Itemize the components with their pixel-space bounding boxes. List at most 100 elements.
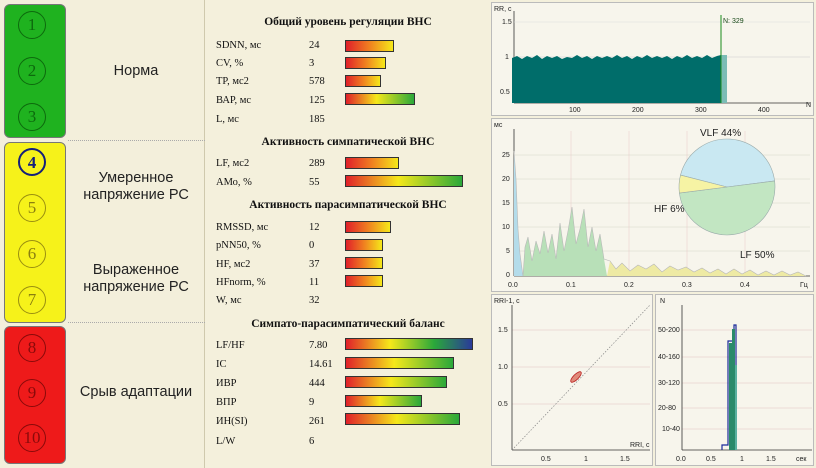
y-tick: 15 <box>502 200 510 207</box>
metric-bar <box>345 275 383 287</box>
x-tick: 1 <box>584 456 588 463</box>
cursor-label: N: 329 <box>723 18 744 25</box>
section-title: Активность парасимпатической ВНС <box>249 199 447 211</box>
metric-name: SDNN, мс <box>216 40 262 51</box>
metric-value: 37 <box>309 259 320 270</box>
metric-value: 3 <box>309 58 315 69</box>
y-tick: 30-120 <box>658 380 680 387</box>
y-tick: 25 <box>502 152 510 159</box>
pie-slice-hf <box>678 174 728 194</box>
vlf-band <box>514 151 523 276</box>
metric-name: АМо, % <box>216 177 252 188</box>
level-1-circle: 1 <box>18 11 46 39</box>
metric-bar <box>345 40 394 52</box>
x-axis-label: RRI, с <box>630 442 650 449</box>
metrics-panel: Общий уровень регуляции ВНС SDNN, мс 24 … <box>206 0 490 468</box>
metric-name: ВАР, мс <box>216 95 252 106</box>
metric-value: 24 <box>309 40 320 51</box>
y-tick: 0.5 <box>498 401 508 408</box>
metric-bar <box>345 175 463 187</box>
x-tick: 0.0 <box>508 282 518 289</box>
level-7-circle: 7 <box>18 286 46 314</box>
zone-label-expressed: Выраженное напряжение РС <box>83 262 189 295</box>
y-tick: 20-80 <box>658 405 676 412</box>
metric-name: L, мс <box>216 114 239 125</box>
zone-divider <box>68 322 205 323</box>
metric-name: LF/HF <box>216 340 245 351</box>
pie-label-vlf: VLF 44% <box>700 128 741 139</box>
identity-line <box>511 304 651 451</box>
y-tick: 10-40 <box>662 426 680 433</box>
x-tick: 1.5 <box>766 456 776 463</box>
metric-value: 7.80 <box>309 340 328 351</box>
lf-band <box>523 207 607 276</box>
metric-value: 185 <box>309 114 325 125</box>
level-4-circle: 4 <box>18 148 46 176</box>
y-tick: 10 <box>502 224 510 231</box>
metric-name: HFnorm, % <box>216 277 266 288</box>
metric-value: 14.61 <box>309 359 333 370</box>
level-6-circle: 6 <box>18 240 46 268</box>
metric-name: ИВР <box>216 378 237 389</box>
x-tick: 0.1 <box>566 282 576 289</box>
metric-name: W, мс <box>216 295 242 306</box>
metric-value: 0 <box>309 240 315 251</box>
x-tick: 200 <box>632 107 644 114</box>
metric-bar <box>345 75 381 87</box>
y-axis-label: RRI-1, с <box>494 298 520 305</box>
y-tick: 1.0 <box>498 364 508 371</box>
metric-bar <box>345 239 383 251</box>
metric-name: ИН(SI) <box>216 416 248 427</box>
metric-name: IC <box>216 359 227 370</box>
spectral-pie <box>678 138 776 236</box>
y-tick: 1.5 <box>498 327 508 334</box>
metric-bar <box>345 357 454 369</box>
histogram-bar <box>729 343 732 450</box>
histogram-bar <box>732 329 735 450</box>
pie-slice-vlf <box>680 138 775 188</box>
metric-bar <box>345 338 473 350</box>
scatterogram-svg: RRI-1, с 1.5 1.0 0.5 0.5 1 1.5 RRI, с <box>494 298 651 463</box>
x-axis-label: Гц <box>800 282 808 289</box>
x-tick: 100 <box>569 107 581 114</box>
y-tick: 20 <box>502 176 510 183</box>
x-tick: 300 <box>695 107 707 114</box>
metric-name: RMSSD, мс <box>216 222 269 233</box>
metric-value: 261 <box>309 416 325 427</box>
y-axis-label: RR, с <box>494 6 512 13</box>
metric-name: LF, мс2 <box>216 158 250 169</box>
pie-slice-lf <box>679 180 776 236</box>
pie-label-lf: LF 50% <box>740 250 775 261</box>
level-2-circle: 2 <box>18 57 46 85</box>
metric-value: 289 <box>309 158 325 169</box>
metric-value: 578 <box>309 76 325 87</box>
metric-name: pNN50, % <box>216 240 261 251</box>
metric-value: 125 <box>309 95 325 106</box>
metric-name: ВПР <box>216 397 237 408</box>
metric-value: 6 <box>309 436 315 447</box>
level-10-circle: 10 <box>18 424 46 452</box>
rhythmogram-svg: N: 329 RR, с 1.5 1 0.5 100 200 300 400 N <box>494 6 811 114</box>
section-title: Общий уровень регуляции ВНС <box>264 16 432 28</box>
hf-band <box>607 261 806 276</box>
level-8-circle: 8 <box>18 334 46 362</box>
pie-label-hf: HF 6% <box>654 204 685 215</box>
x-tick: 0.4 <box>740 282 750 289</box>
level-5-circle: 5 <box>18 194 46 222</box>
metric-bar <box>345 157 399 169</box>
metric-bar <box>345 93 415 105</box>
spectrum-chart: VLF 44% HF 6% LF 50% мс 25 20 15 10 5 0 … <box>491 118 814 292</box>
x-tick: 0.5 <box>541 456 551 463</box>
metric-bar <box>345 221 391 233</box>
level-9-circle: 9 <box>18 379 46 407</box>
rhythmogram-chart: N: 329 RR, с 1.5 1 0.5 100 200 300 400 N <box>491 2 814 116</box>
metric-name: L/W <box>216 436 236 447</box>
x-tick: 1 <box>740 456 744 463</box>
metric-name: CV, % <box>216 58 244 69</box>
metric-bar <box>345 57 386 69</box>
x-tick: 0.0 <box>676 456 686 463</box>
x-tick: 0.5 <box>706 456 716 463</box>
y-axis-label: N <box>660 298 665 305</box>
x-axis-label: N <box>806 102 811 109</box>
y-tick: 0.5 <box>500 89 510 96</box>
